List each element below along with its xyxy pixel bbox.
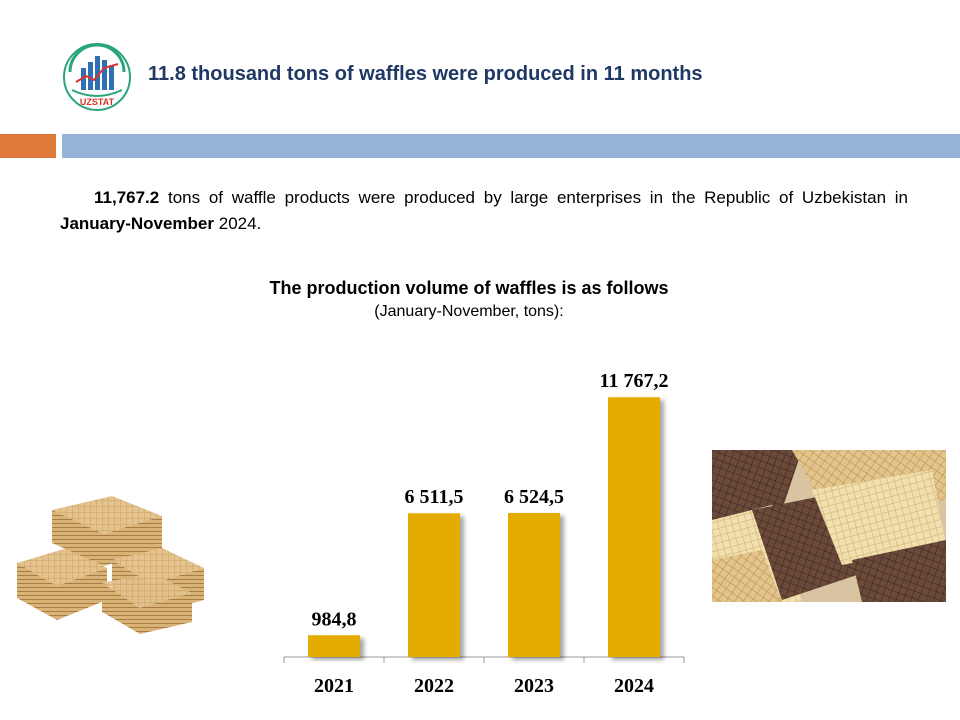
bar-2022 [408, 513, 460, 657]
chart-subtitle: (January-November, tons): [374, 303, 564, 320]
bar-2023 [508, 512, 560, 657]
accent-bar-orange [0, 134, 56, 158]
x-tick-label: 2024 [614, 675, 654, 697]
waffle-stack-image [17, 496, 204, 634]
assorted-waffles-image [712, 450, 946, 602]
x-tick-label: 2021 [314, 675, 354, 697]
page-title: 11.8 thousand tons of waffles were produ… [148, 63, 703, 85]
data-label: 11 767,2 [600, 370, 669, 392]
intro-text-a: tons of waffle products were produced by… [159, 188, 908, 207]
x-tick-label: 2023 [514, 675, 554, 697]
intro-amount: 11,767.2 [94, 188, 160, 207]
accent-bar-blue [62, 134, 960, 158]
intro-paragraph: 11,767.2 tons of waffle products were pr… [60, 185, 908, 237]
chart-title: The production volume of waffles is as f… [269, 278, 669, 298]
intro-text-b: 2024. [214, 214, 262, 233]
x-tick-label: 2022 [414, 675, 454, 697]
bar-2021 [308, 635, 360, 657]
intro-period: January-November [60, 214, 215, 233]
logo-text: UZSTAT [80, 97, 115, 107]
bar-2024 [608, 397, 660, 657]
uzstat-logo: UZSTAT [63, 43, 131, 111]
data-label: 6 511,5 [405, 486, 464, 508]
data-label: 984,8 [312, 608, 357, 630]
bar-chart: 984,8 2021 6 511,5 2022 6 524,5 2023 11 767,2 2… [283, 370, 685, 697]
data-label: 6 524,5 [504, 486, 564, 508]
